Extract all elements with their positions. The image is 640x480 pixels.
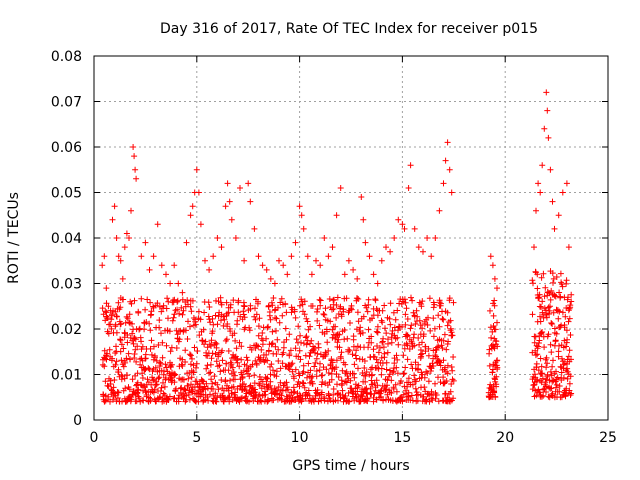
y-tick-label: 0.07	[51, 95, 82, 111]
y-tick-label: 0	[73, 413, 82, 429]
chart-title: Day 316 of 2017, Rate Of TEC Index for r…	[160, 21, 538, 37]
x-tick-label: 15	[393, 430, 411, 446]
x-tick-label: 5	[192, 430, 201, 446]
y-tick-label: 0.08	[51, 49, 82, 65]
x-axis-label: GPS time / hours	[292, 458, 409, 474]
x-tick-label: 0	[90, 430, 99, 446]
y-tick-label: 0.06	[51, 140, 82, 156]
y-tick-label: 0.05	[51, 186, 82, 202]
data-point-markers	[99, 89, 575, 405]
axis-ticks: 0 5 10 15 20 25 0 0.01 0.02 0.03 0.04 0.05 0.06 0.07 0…	[51, 49, 617, 446]
y-tick-label: 0.02	[51, 322, 82, 338]
y-tick-label: 0.01	[51, 368, 82, 384]
x-tick-label: 20	[496, 430, 514, 446]
data-points	[99, 89, 575, 405]
x-tick-label: 10	[291, 430, 309, 446]
y-tick-label: 0.03	[51, 277, 82, 293]
y-axis-label: ROTI / TECUs	[6, 192, 22, 284]
y-tick-label: 0.04	[51, 231, 82, 247]
x-tick-label: 25	[599, 430, 617, 446]
